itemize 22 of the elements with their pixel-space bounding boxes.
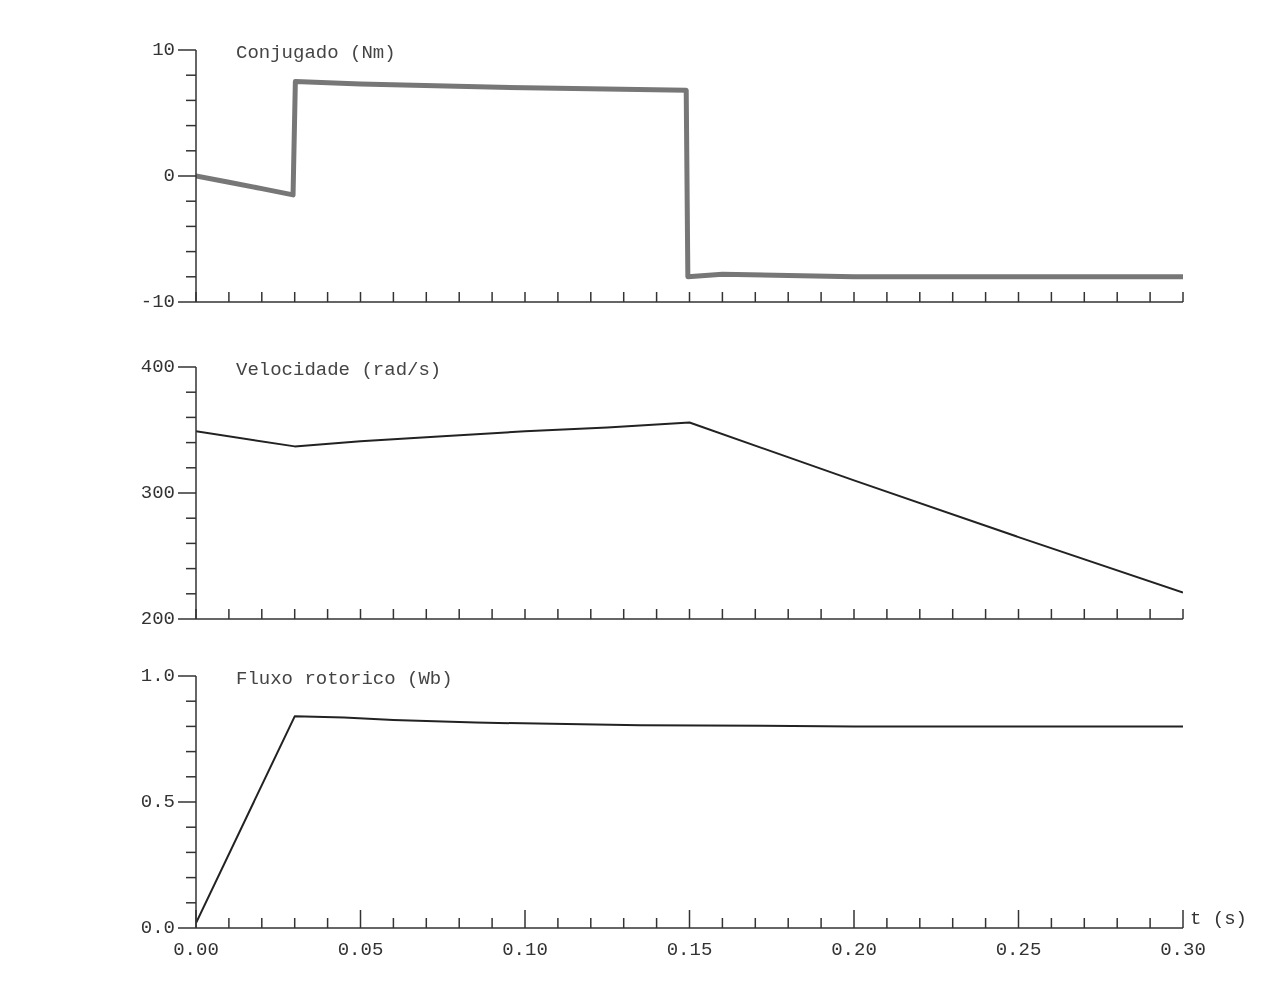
x-tick-label: 0.30: [1160, 939, 1206, 961]
chart-title: Velocidade (rad/s): [236, 359, 442, 381]
x-tick-label: 0.10: [502, 939, 548, 961]
y-tick-label: 0: [163, 165, 175, 187]
x-tick-label: 0.25: [995, 939, 1042, 961]
y-tick-label: 300: [140, 482, 175, 504]
x-tick-label: 0.20: [831, 939, 877, 961]
y-tick-label: 200: [140, 608, 175, 630]
y-tick-label: 1.0: [140, 665, 175, 687]
y-tick-label: 10: [152, 39, 175, 61]
x-axis-title: t (s): [1190, 908, 1248, 930]
line-series: [196, 421, 1183, 594]
line-series: [196, 715, 1183, 924]
y-tick-label: 0.0: [140, 917, 175, 939]
chart-title: Conjugado (Nm): [236, 42, 396, 64]
x-tick-label: 0.00: [173, 939, 219, 961]
chart-title: Fluxo rotorico (Wb): [236, 668, 453, 690]
y-tick-label: 0.5: [140, 791, 175, 813]
x-tick-label: 0.05: [337, 939, 384, 961]
x-tick-label: 0.15: [666, 939, 713, 961]
y-tick-label: -10: [140, 291, 175, 313]
y-tick-label: 400: [140, 356, 175, 378]
